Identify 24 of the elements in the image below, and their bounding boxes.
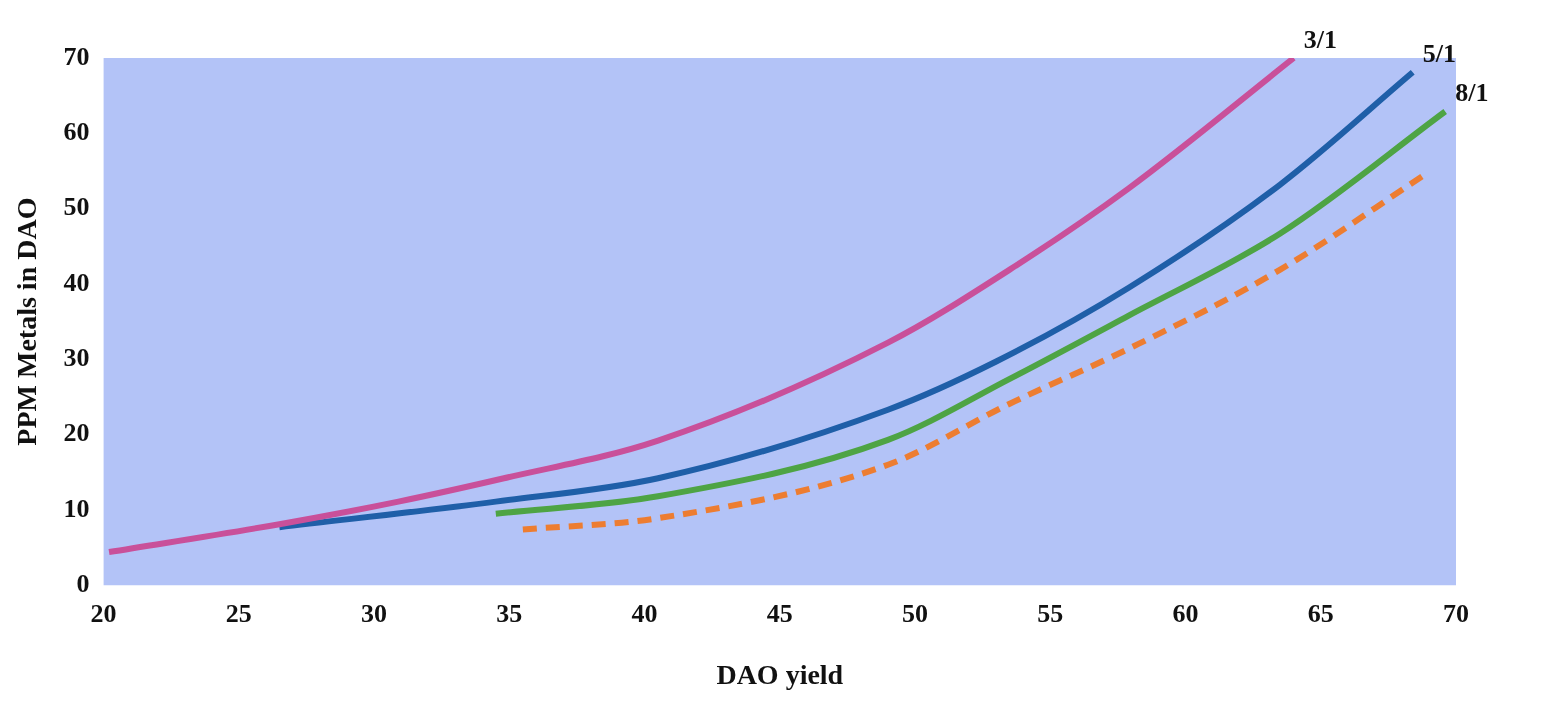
x-tick-label: 45 xyxy=(766,598,793,628)
x-tick-label: 70 xyxy=(1443,598,1469,628)
x-tick-label: 40 xyxy=(631,598,658,628)
series-label: 8/1 xyxy=(1455,78,1489,108)
x-tick-label: 65 xyxy=(1307,598,1334,628)
x-tick-label: 25 xyxy=(225,598,252,628)
x-tick-label: 30 xyxy=(361,598,388,628)
x-tick-label: 20 xyxy=(90,598,117,628)
y-tick-label: 40 xyxy=(63,267,90,297)
x-tick-label: 60 xyxy=(1172,598,1199,628)
y-tick-label: 60 xyxy=(63,117,90,147)
y-tick-label: 30 xyxy=(63,342,90,372)
y-axis-title: PPM Metals in DAO xyxy=(11,197,43,446)
x-tick-label: 35 xyxy=(496,598,523,628)
y-tick-label: 70 xyxy=(63,41,90,71)
x-axis-title: DAO yield xyxy=(716,659,844,691)
y-tick-label: 20 xyxy=(63,418,90,448)
x-tick-label: 55 xyxy=(1037,598,1064,628)
x-tick-label: 50 xyxy=(902,598,929,628)
series-label: 3/1 xyxy=(1303,24,1337,54)
y-tick-label: 10 xyxy=(63,493,90,523)
y-tick-label: 0 xyxy=(76,568,90,598)
y-tick-label: 50 xyxy=(63,192,90,222)
series-label: 5/1 xyxy=(1422,39,1456,69)
